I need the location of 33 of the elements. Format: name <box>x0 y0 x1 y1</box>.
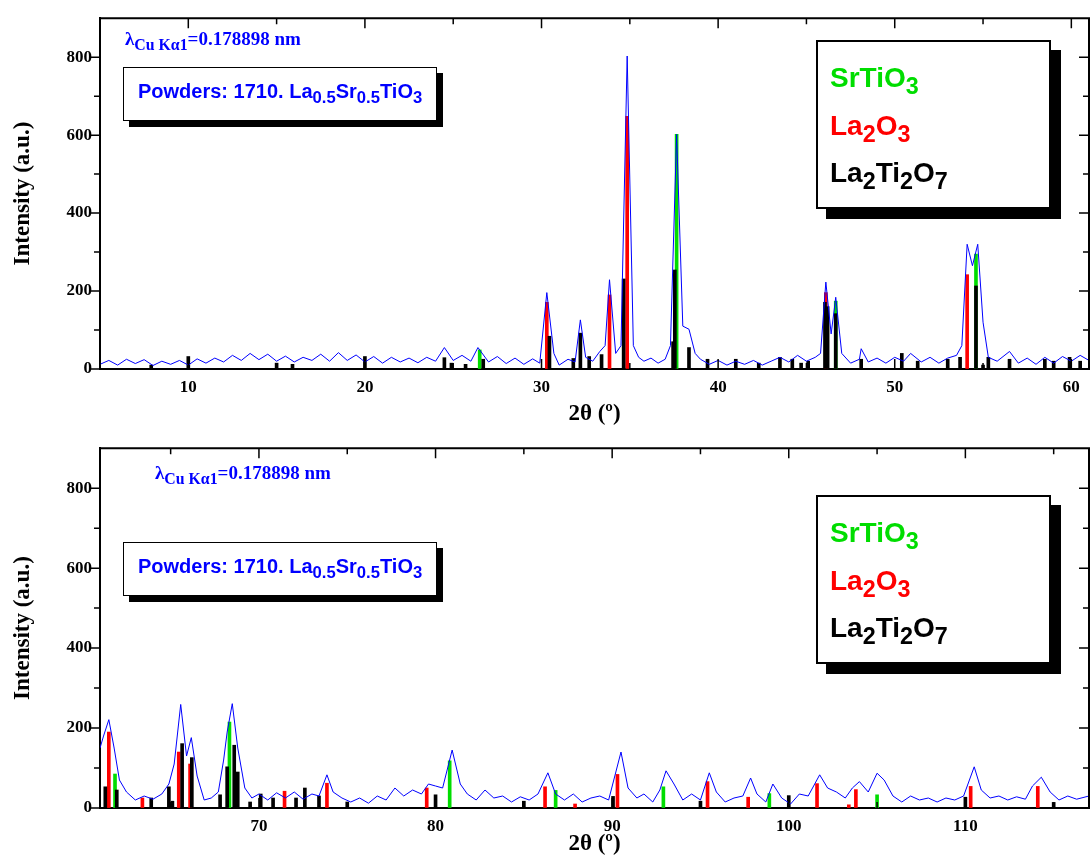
y-axis-title: Intensity (a.u.) <box>8 556 34 700</box>
y-tick-label: 400 <box>66 202 92 222</box>
y-tick-label: 800 <box>66 477 92 497</box>
text: La$_{2}$O$_{3}$ <box>830 563 912 604</box>
y-axis-title: Intensity (a.u.) <box>8 121 34 266</box>
x-tick-label: 40 <box>709 376 727 396</box>
y-tick-label: 200 <box>66 717 92 737</box>
text: SrTiO$_{3}$ <box>830 61 920 101</box>
x-tick-label: 110 <box>953 815 978 835</box>
y-tick-label: 400 <box>66 637 92 657</box>
x-tick-label: 30 <box>533 376 551 396</box>
annotation: λ$_{Cu Kα1}$=0.178898 nm <box>155 462 331 488</box>
y-tick-label: 600 <box>66 124 92 144</box>
text: La$_{2}$Ti$_{2}$O$_{7}$ <box>830 156 949 196</box>
y-tick-label: 200 <box>66 280 92 300</box>
annotation: λ$_{Cu Kα1}$=0.178898 nm <box>125 28 301 54</box>
annotation: Powders: 1710. La$_{0.5}$Sr$_{0.5}$TiO$_{3}$ <box>123 67 438 121</box>
x-tick-label: 70 <box>250 815 268 835</box>
x-tick-label: 20 <box>356 376 374 396</box>
x-tick-label: 50 <box>886 376 904 396</box>
x-axis-title: 2θ (º) <box>568 400 621 426</box>
y-tick-label: 0 <box>83 358 92 378</box>
text: La$_{2}$Ti$_{2}$O$_{7}$ <box>830 611 949 651</box>
x-tick-label: 10 <box>179 376 197 396</box>
y-tick-label: 800 <box>66 46 92 66</box>
text: La$_{2}$O$_{3}$ <box>830 108 912 149</box>
x-tick-label: 100 <box>776 815 802 835</box>
x-tick-label: 80 <box>427 815 445 835</box>
x-tick-label: 60 <box>1062 376 1080 396</box>
y-tick-label: 0 <box>83 797 92 817</box>
text: SrTiO$_{3}$ <box>830 516 920 556</box>
annotation: Powders: 1710. La$_{0.5}$Sr$_{0.5}$TiO$_{3}$ <box>123 542 438 596</box>
y-tick-label: 600 <box>66 557 92 577</box>
